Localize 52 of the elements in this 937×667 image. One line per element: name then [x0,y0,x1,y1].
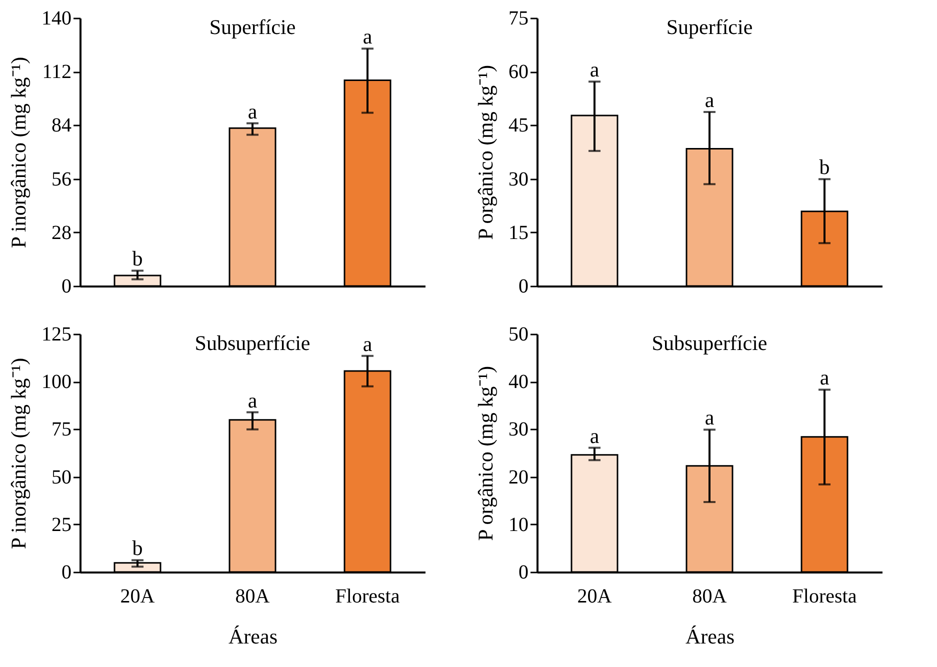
y-tick-label: 0 [518,276,528,298]
annotation: a [248,99,258,124]
y-axis-title: P inorgânico (mg kg⁻¹) [6,358,30,550]
y-tick-label: 50 [508,324,528,346]
x-tick-label: 20A [577,586,612,608]
annotation: a [704,406,715,430]
annotation: a [362,332,373,356]
y-tick-label: 15 [508,222,528,244]
y-tick-label: 10 [508,514,528,536]
y-axis-title: P inorgânico (mg kg⁻¹) [6,56,30,248]
annotation: a [704,88,715,112]
y-tick-label: 75 [52,418,72,441]
y-tick-label: 20 [508,466,528,488]
x-tick-label: 80A [692,586,728,608]
y-tick-label: 30 [508,168,528,190]
chart-title: Superfície [209,15,296,39]
y-tick-label: 84 [52,114,72,137]
annotation: a [362,24,373,49]
y-tick-label: 75 [508,8,528,30]
y-tick-label: 125 [42,324,72,346]
y-tick-label: 0 [518,562,528,584]
y-tick-label: 25 [52,514,72,536]
y-tick-label: 45 [508,114,528,137]
x-tick-label: Floresta [792,586,857,608]
annotation: b [819,155,830,180]
y-tick-label: 0 [62,562,72,584]
x-axis-title: Áreas [228,624,278,648]
y-tick-label: 112 [42,61,72,84]
annotation: a [590,58,600,82]
annotation: a [590,424,600,448]
x-tick-label: Floresta [335,586,400,608]
y-tick-label: 60 [508,61,528,84]
x-tick-label: 80A [235,586,270,608]
y-tick-label: 28 [52,222,72,244]
annotation: a [820,366,830,390]
x-axis-title: Áreas [686,624,734,648]
annotation: a [248,388,258,412]
y-tick-label: 30 [508,418,528,441]
chart-title: Subsuperfície [194,331,310,355]
y-axis-title: P orgânico (mg kg⁻¹) [474,65,498,240]
chart-title: Superfície [666,15,753,39]
y-tick-label: 100 [42,371,72,394]
y-axis-title: P orgânico (mg kg⁻¹) [474,366,498,541]
y-tick-label: 0 [62,276,72,298]
y-tick-label: 140 [42,8,72,30]
annotation: b [132,246,143,271]
y-tick-label: 40 [508,371,528,394]
x-tick-label: 20A [120,586,156,608]
chart-title: Subsuperfície [652,331,768,355]
y-tick-label: 56 [52,168,72,190]
y-tick-label: 50 [52,466,72,488]
annotation: b [132,536,143,560]
